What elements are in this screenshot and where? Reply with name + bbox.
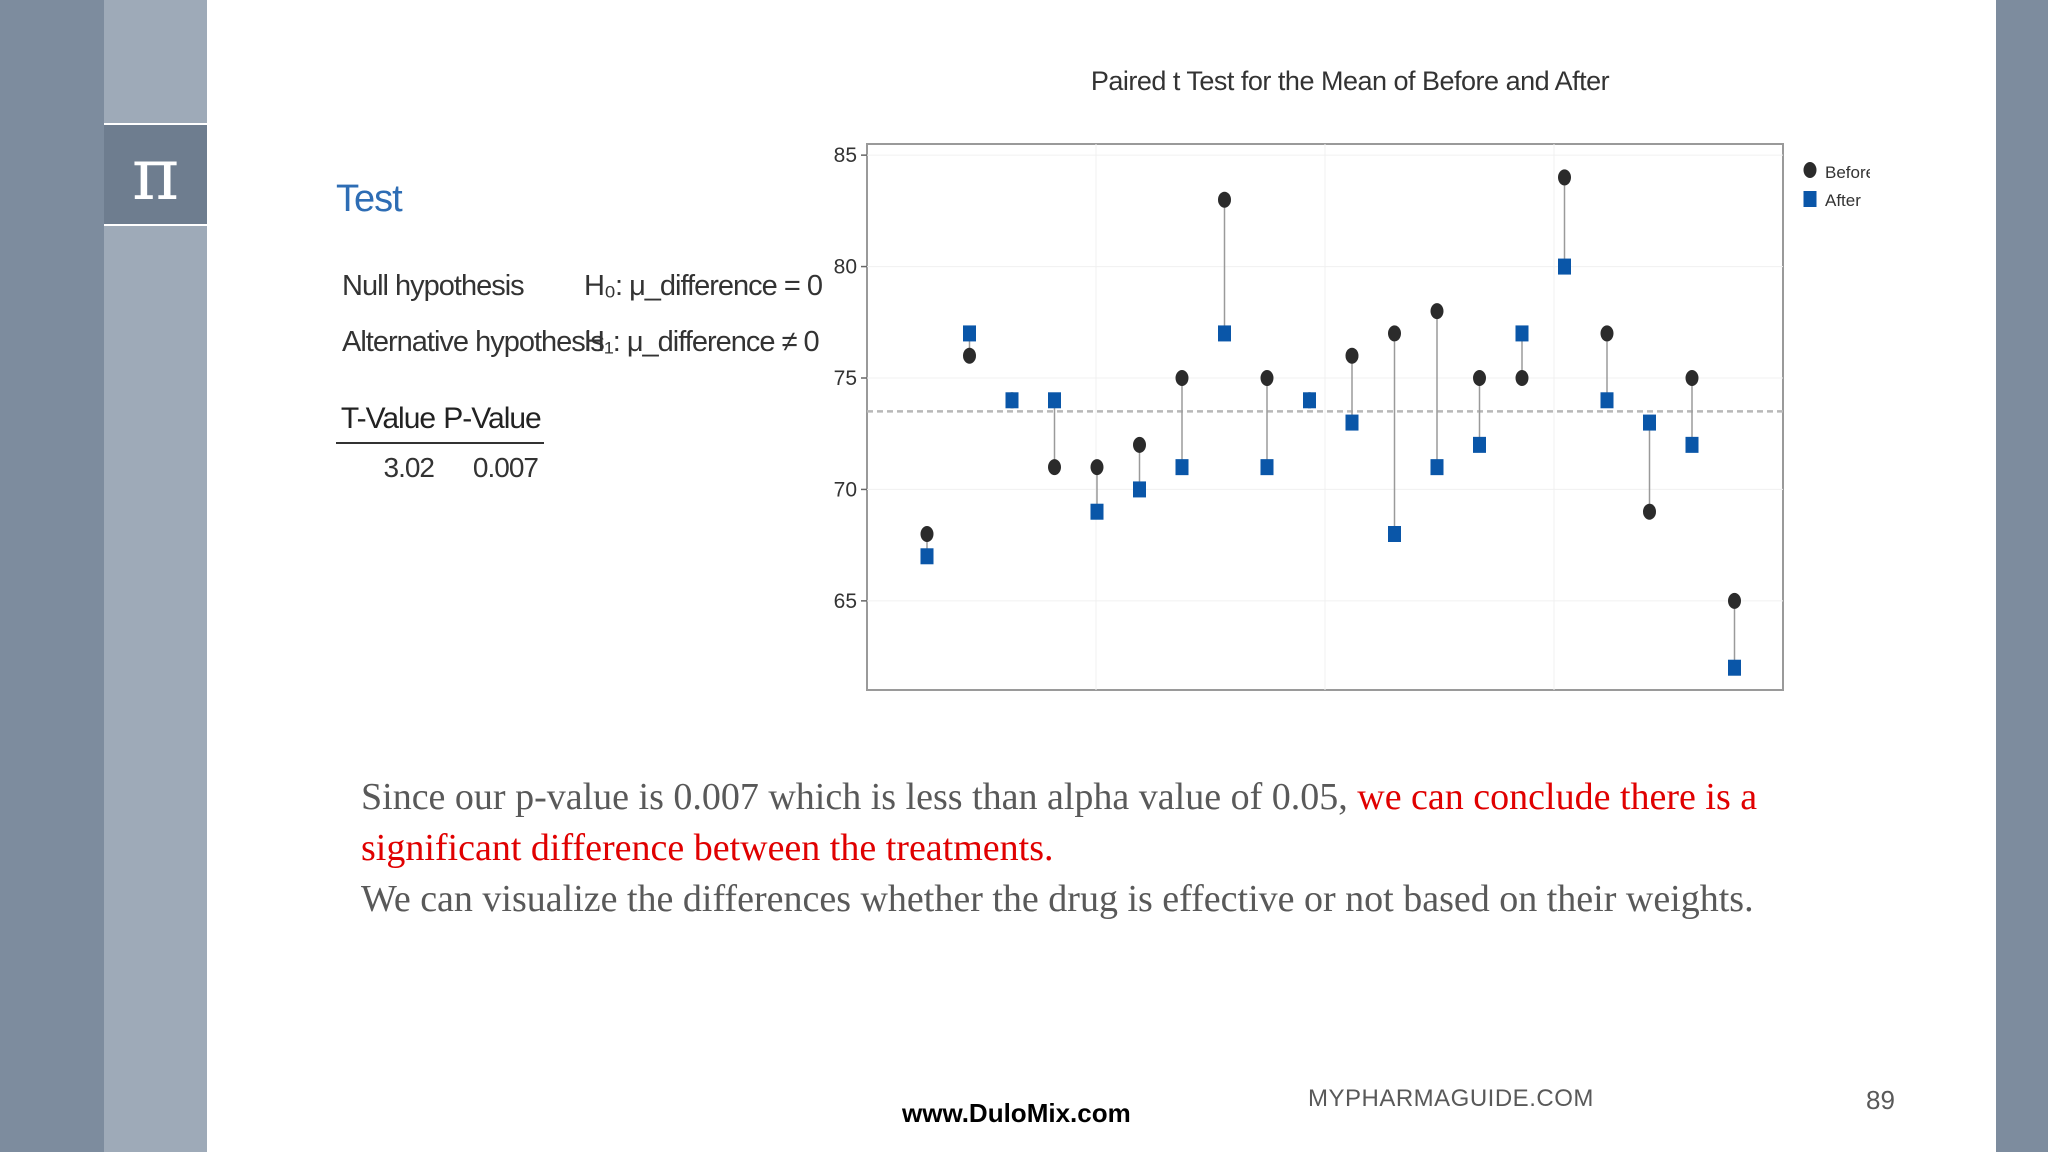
before-point (1473, 370, 1486, 386)
after-point (1728, 659, 1741, 676)
footer-site: MYPHARMAGUIDE.COM (1308, 1085, 1594, 1112)
after-point (1473, 436, 1486, 453)
before-point (1685, 370, 1699, 386)
legend-after-label: After (1825, 191, 1861, 210)
y-tick-label: 85 (834, 144, 857, 167)
alt-hypothesis-value: H₁: μ_difference ≠ 0 (584, 326, 820, 358)
before-point (1388, 325, 1401, 342)
pi-icon: π (104, 123, 207, 226)
paired-t-test-chart: 65 70 75 80 85 Before After (834, 143, 1870, 691)
after-point (1685, 436, 1699, 453)
before-point (1133, 436, 1146, 453)
after-point (1430, 459, 1444, 476)
legend-before-marker (1803, 162, 1817, 178)
before-point (1728, 592, 1741, 609)
p-value: 0.007 (472, 452, 539, 483)
before-point (1558, 169, 1571, 186)
after-point (1345, 414, 1359, 431)
legend-before-label: Before (1825, 163, 1870, 182)
after-point (1558, 258, 1571, 275)
after-point (1388, 526, 1401, 542)
before-point (1090, 459, 1104, 476)
after-point (1600, 392, 1614, 409)
conclusion-part1: Since our p-value is 0.007 which is less… (361, 776, 1358, 818)
after-point (1090, 503, 1104, 520)
chart-title: Paired t Test for the Mean of Before and… (1090, 66, 1610, 96)
watermark: www.DuloMix.com (902, 1098, 1131, 1128)
before-point (1175, 370, 1189, 386)
after-point (1048, 392, 1061, 409)
legend-after-marker (1803, 191, 1817, 207)
before-point (1345, 347, 1359, 364)
y-tick-label: 65 (834, 590, 857, 613)
conclusion-highlight: we can conclude there is a significant d… (361, 776, 1758, 869)
after-point (1515, 325, 1529, 342)
before-point (1430, 303, 1444, 320)
null-hypothesis-row: Null hypothesis H₀: μ_difference = 0 (342, 270, 823, 303)
null-hypothesis-value: H₀: μ_difference = 0 (584, 270, 823, 302)
before-point (1218, 191, 1231, 208)
conclusion-text: Since our p-value is 0.007 which is less… (361, 772, 1761, 925)
stat-table: T-Value P-Value 3.02 0.007 (336, 402, 544, 484)
p-value-header: P-Value (443, 402, 542, 435)
y-tick-label: 75 (834, 367, 857, 390)
t-value-header: T-Value (340, 402, 436, 435)
before-point (1260, 370, 1274, 386)
after-point (1643, 414, 1656, 431)
y-tick-label: 70 (834, 478, 857, 501)
test-title: Test (336, 178, 403, 220)
alt-hypothesis-row: Alternative hypothesisH₁: μ_difference ≠… (342, 326, 820, 359)
before-point (1600, 325, 1614, 342)
test-panel: Test Null hypothesis H₀: μ_difference = 0… (336, 178, 823, 518)
y-tick-label: 80 (834, 256, 857, 279)
before-point (1643, 503, 1656, 520)
page-number: 89 (1866, 1085, 1895, 1115)
before-point (1048, 459, 1061, 476)
after-point (1175, 459, 1189, 476)
after-point (1005, 392, 1019, 409)
after-point (963, 325, 976, 342)
conclusion-part2: We can visualize the differences whether… (361, 878, 1754, 920)
left-decor-bar (0, 0, 104, 1152)
t-value: 3.02 (383, 452, 436, 483)
after-point (920, 548, 934, 565)
alt-hypothesis-label: Alternative hypothesis (342, 326, 605, 358)
stat-table-header: T-Value P-Value (336, 402, 544, 444)
before-point (963, 347, 976, 364)
before-point (1515, 370, 1529, 386)
null-hypothesis-label: Null hypothesis (342, 270, 525, 302)
after-point (1303, 392, 1316, 409)
stat-table-row: 3.02 0.007 (336, 444, 544, 484)
after-point (1260, 459, 1274, 476)
after-point (1133, 481, 1146, 498)
after-point (1218, 325, 1231, 342)
before-point (920, 526, 934, 542)
right-decor-bar (1996, 0, 2048, 1152)
